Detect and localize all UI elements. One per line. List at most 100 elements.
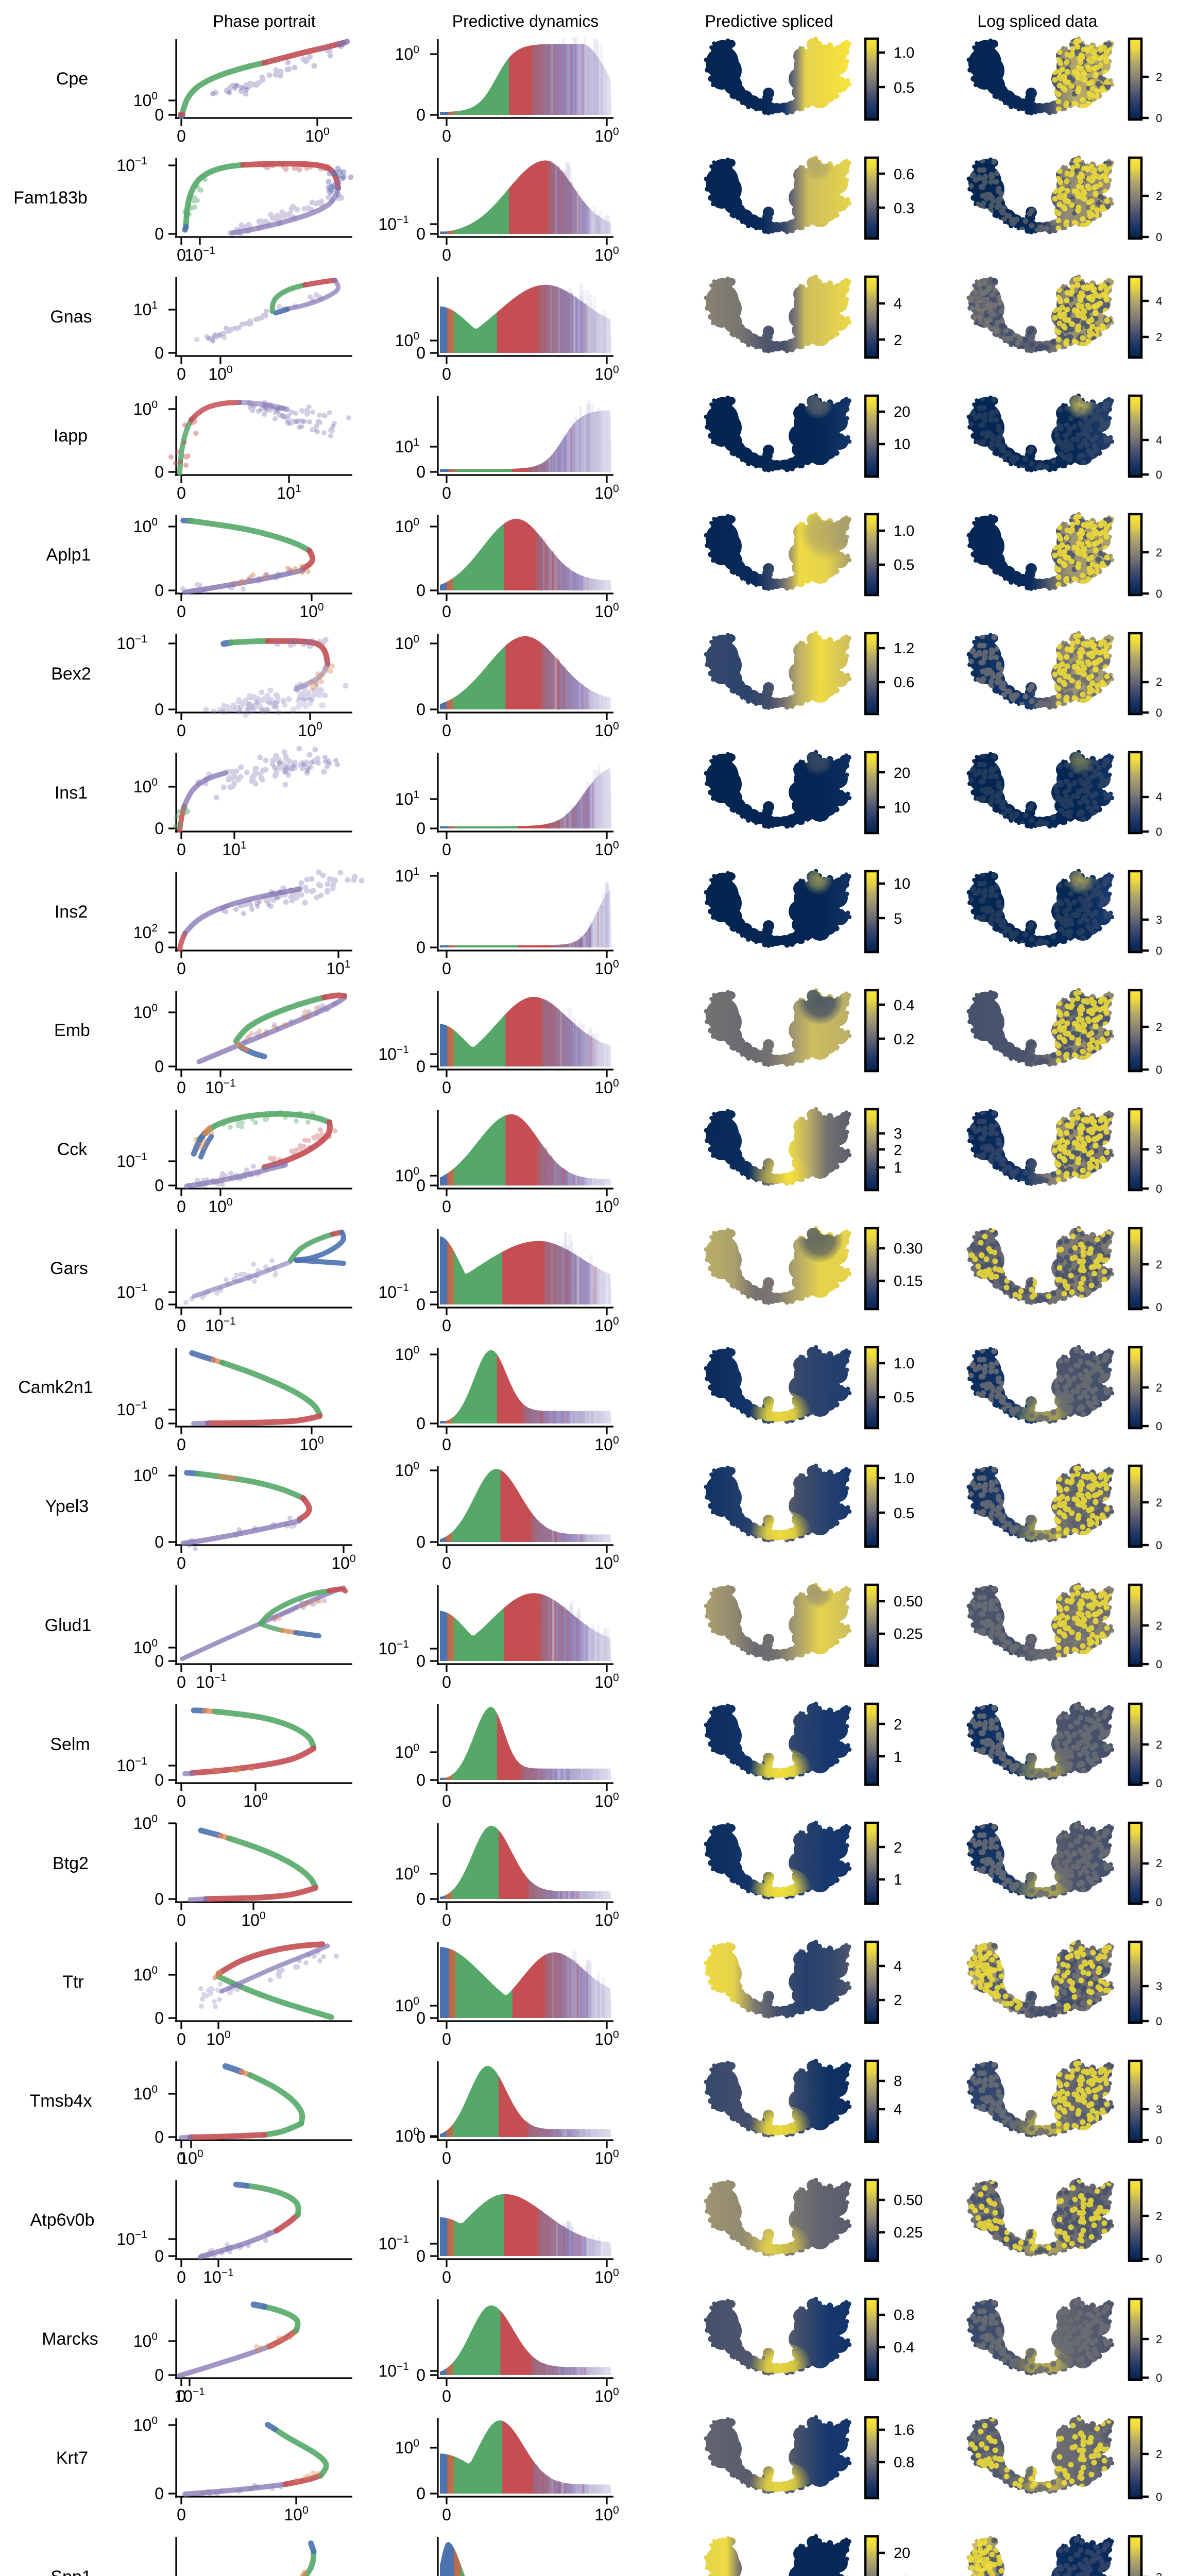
svg-text:Spp1: Spp1 [50,2567,91,2576]
svg-text:0.3: 0.3 [894,200,914,217]
svg-text:0: 0 [1156,1063,1162,1076]
svg-text:0: 0 [416,2484,425,2503]
svg-text:Gars: Gars [50,1259,88,1278]
svg-text:0: 0 [416,1652,425,1670]
svg-text:0: 0 [416,1533,425,1551]
svg-text:0: 0 [177,1435,186,1454]
svg-text:0.50: 0.50 [894,1594,923,1610]
svg-text:10: 10 [894,2573,910,2576]
svg-text:100: 100 [133,399,158,418]
svg-text:0.5: 0.5 [894,1505,914,1522]
svg-text:Predictive dynamics: Predictive dynamics [452,12,599,30]
svg-text:3: 3 [1156,1980,1162,1993]
svg-text:0: 0 [416,463,425,481]
svg-text:Iapp: Iapp [54,426,88,446]
svg-text:0: 0 [155,463,164,481]
svg-text:2: 2 [1156,1021,1162,1033]
svg-text:0.4: 0.4 [894,997,914,1014]
svg-text:0: 0 [155,1414,164,1433]
svg-text:1.0: 1.0 [894,1355,914,1372]
svg-text:Fam183b: Fam183b [13,188,88,208]
svg-text:0: 0 [442,1673,451,1691]
svg-text:0: 0 [442,2149,451,2167]
svg-text:2: 2 [1156,2448,1162,2461]
svg-text:0: 0 [442,1078,451,1097]
svg-text:0: 0 [416,1890,425,1908]
svg-text:4: 4 [1156,790,1162,803]
svg-text:0: 0 [177,602,186,621]
svg-text:0.25: 0.25 [894,1626,923,1642]
svg-text:Cpe: Cpe [56,69,88,89]
svg-text:0: 0 [177,2505,186,2524]
svg-text:100: 100 [594,1672,619,1691]
svg-text:0: 0 [1156,1301,1162,1314]
svg-text:Ypel3: Ypel3 [45,1497,89,1516]
svg-text:0: 0 [442,2030,451,2048]
svg-text:Aplp1: Aplp1 [46,545,91,565]
svg-text:0: 0 [177,1078,186,1097]
svg-text:0: 0 [416,1414,425,1433]
svg-text:4: 4 [1156,434,1162,447]
svg-text:0: 0 [155,2247,164,2265]
svg-text:4: 4 [1156,295,1162,308]
svg-text:0: 0 [442,1911,451,1929]
svg-text:101: 101 [395,2574,419,2576]
svg-text:0: 0 [442,1792,451,1810]
svg-text:Bex2: Bex2 [51,664,91,684]
svg-text:0: 0 [1156,2490,1162,2503]
svg-text:0.6: 0.6 [894,166,914,183]
svg-text:2: 2 [1156,2333,1162,2346]
svg-text:0: 0 [1156,231,1162,244]
svg-text:2: 2 [894,1717,902,1733]
svg-text:0: 0 [177,1792,186,1810]
svg-text:2: 2 [894,1992,902,2009]
svg-text:Log spliced data: Log spliced data [977,12,1097,30]
svg-text:0: 0 [177,2030,186,2048]
svg-text:0: 0 [416,700,425,719]
svg-text:0: 0 [442,840,451,859]
svg-text:100: 100 [594,126,619,145]
svg-text:0: 0 [155,2128,164,2146]
svg-text:3: 3 [894,1126,902,1142]
svg-text:Tmsb4x: Tmsb4x [30,2091,92,2111]
svg-text:0: 0 [1156,706,1162,719]
svg-text:0: 0 [442,365,451,383]
svg-text:0: 0 [177,127,186,145]
svg-text:0: 0 [155,225,164,243]
svg-text:0: 0 [1156,587,1162,600]
svg-text:0: 0 [1156,468,1162,481]
svg-text:10−1: 10−1 [378,214,409,233]
svg-text:0: 0 [1156,2252,1162,2265]
svg-text:0: 0 [416,2128,425,2146]
svg-text:4: 4 [894,296,902,312]
svg-text:0: 0 [177,2149,186,2167]
svg-text:0: 0 [177,840,186,859]
svg-text:0: 0 [442,2505,451,2524]
svg-text:0: 0 [416,1176,425,1195]
svg-text:Cck: Cck [57,1140,88,1159]
svg-text:4: 4 [894,1958,902,1975]
svg-text:1: 1 [894,1872,902,1888]
svg-text:2: 2 [1156,1496,1162,1509]
svg-text:100: 100 [594,1315,619,1335]
svg-text:8: 8 [894,2073,902,2090]
svg-text:3: 3 [1156,2571,1162,2576]
svg-text:0: 0 [442,721,451,740]
svg-text:0: 0 [1156,2371,1162,2384]
svg-text:2: 2 [1156,2210,1162,2223]
svg-text:Marcks: Marcks [42,2329,98,2349]
svg-text:3: 3 [1156,2103,1162,2116]
svg-text:0: 0 [155,1533,164,1551]
svg-text:0: 0 [177,1197,186,1216]
svg-text:2: 2 [1156,1258,1162,1271]
svg-text:0: 0 [416,1057,425,1076]
svg-text:1.0: 1.0 [894,1470,914,1487]
svg-text:0.15: 0.15 [894,1273,923,1290]
svg-text:0: 0 [177,1673,186,1691]
svg-text:Atp6v0b: Atp6v0b [30,2210,95,2230]
svg-text:0.2: 0.2 [894,1031,914,1048]
svg-text:0: 0 [177,365,186,383]
svg-text:0.5: 0.5 [894,557,914,573]
svg-text:2: 2 [1156,1857,1162,1870]
svg-text:0: 0 [155,1890,164,1908]
